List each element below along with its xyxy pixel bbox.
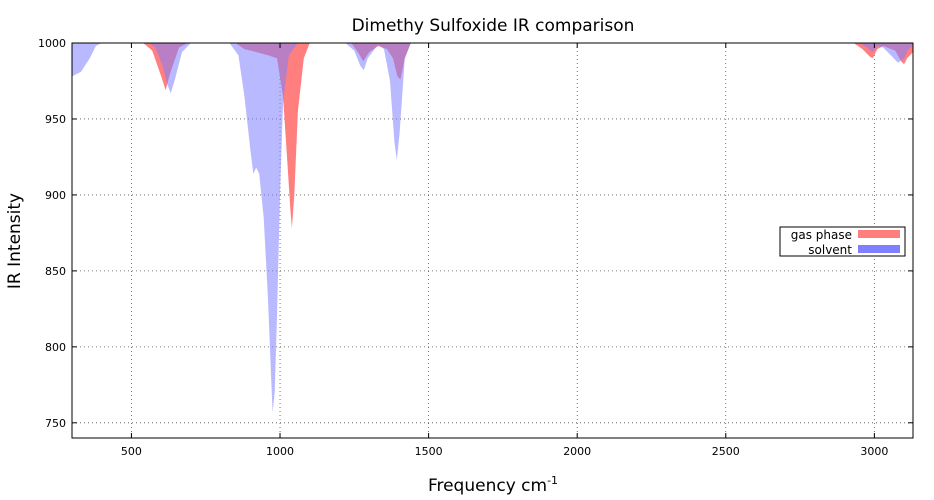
series-area-gas-phase bbox=[72, 43, 913, 229]
chart-title: Dimethy Sulfoxide IR comparison bbox=[352, 16, 635, 36]
x-tick-label: 3000 bbox=[860, 445, 888, 458]
y-tick-label: 950 bbox=[45, 113, 66, 126]
x-axis-title: Frequency cm-1 bbox=[428, 474, 558, 496]
x-axis-title-main: Frequency cm bbox=[428, 476, 547, 496]
x-axis-title-superscript: -1 bbox=[547, 474, 558, 487]
legend-swatch-gas-phase bbox=[858, 230, 900, 238]
plot-frame bbox=[71, 42, 914, 439]
series-layer bbox=[72, 43, 913, 413]
y-tick-label: 750 bbox=[45, 417, 66, 430]
x-tick-label: 500 bbox=[121, 445, 142, 458]
y-axis-title: IR Intensity bbox=[5, 193, 25, 289]
legend: gas phase solvent bbox=[779, 226, 906, 257]
y-tick-label: 1000 bbox=[38, 37, 66, 50]
y-tick-label: 900 bbox=[45, 189, 66, 202]
legend-swatch-solvent bbox=[858, 245, 900, 253]
y-tick-label: 850 bbox=[45, 265, 66, 278]
legend-label-solvent: solvent bbox=[808, 243, 852, 257]
y-tick-label: 800 bbox=[45, 341, 66, 354]
tick-layer: 500 1000 1500 2000 2500 3000 750 800 850 900 950 10… bbox=[38, 37, 913, 458]
x-tick-label: 1500 bbox=[415, 445, 443, 458]
x-tick-label: 2000 bbox=[563, 445, 591, 458]
legend-label-gas-phase: gas phase bbox=[791, 228, 852, 242]
x-tick-label: 2500 bbox=[712, 445, 740, 458]
x-tick-label: 1000 bbox=[266, 445, 294, 458]
